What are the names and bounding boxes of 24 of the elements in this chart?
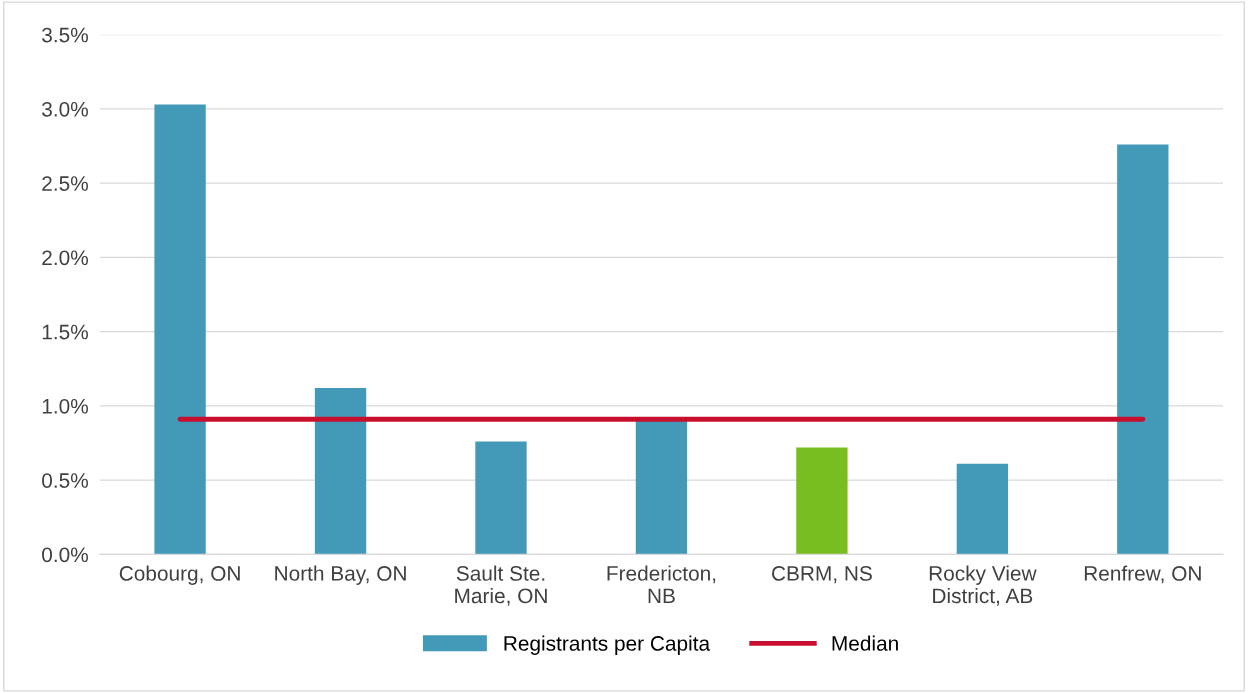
x-tick-label: Sault Ste. Marie, ON	[455, 565, 547, 606]
bar	[154, 104, 206, 555]
y-tick-label: 0.0%	[42, 547, 88, 563]
y-tick-label: 2.5%	[42, 176, 88, 191]
y-tick-label: 3.5%	[42, 27, 88, 43]
y-tick-label: 3.0%	[42, 101, 88, 117]
bar	[796, 447, 848, 555]
legend-label: Median	[832, 635, 898, 651]
y-tick-label: 1.0%	[42, 398, 88, 414]
x-tick-label: Fredericton, NB	[607, 565, 716, 604]
bar	[475, 441, 527, 555]
y-tick-label: 1.5%	[42, 324, 88, 340]
x-tick-label: Cobourg, ON	[119, 565, 240, 585]
x-tick-label: Renfrew, ON	[1084, 565, 1201, 584]
bar	[1117, 144, 1169, 555]
y-tick-label: 2.0%	[42, 250, 88, 266]
bar	[314, 388, 367, 555]
x-tick-label: Rocky View District, AB	[929, 565, 1037, 606]
x-tick-label: North Bay, ON	[275, 565, 406, 585]
bar	[956, 463, 1009, 555]
legend-label: Registrants per Capita	[504, 635, 711, 655]
y-tick-label: 0.5%	[42, 473, 88, 488]
x-tick-label: CBRM, NS	[772, 566, 872, 584]
bar	[635, 420, 688, 555]
